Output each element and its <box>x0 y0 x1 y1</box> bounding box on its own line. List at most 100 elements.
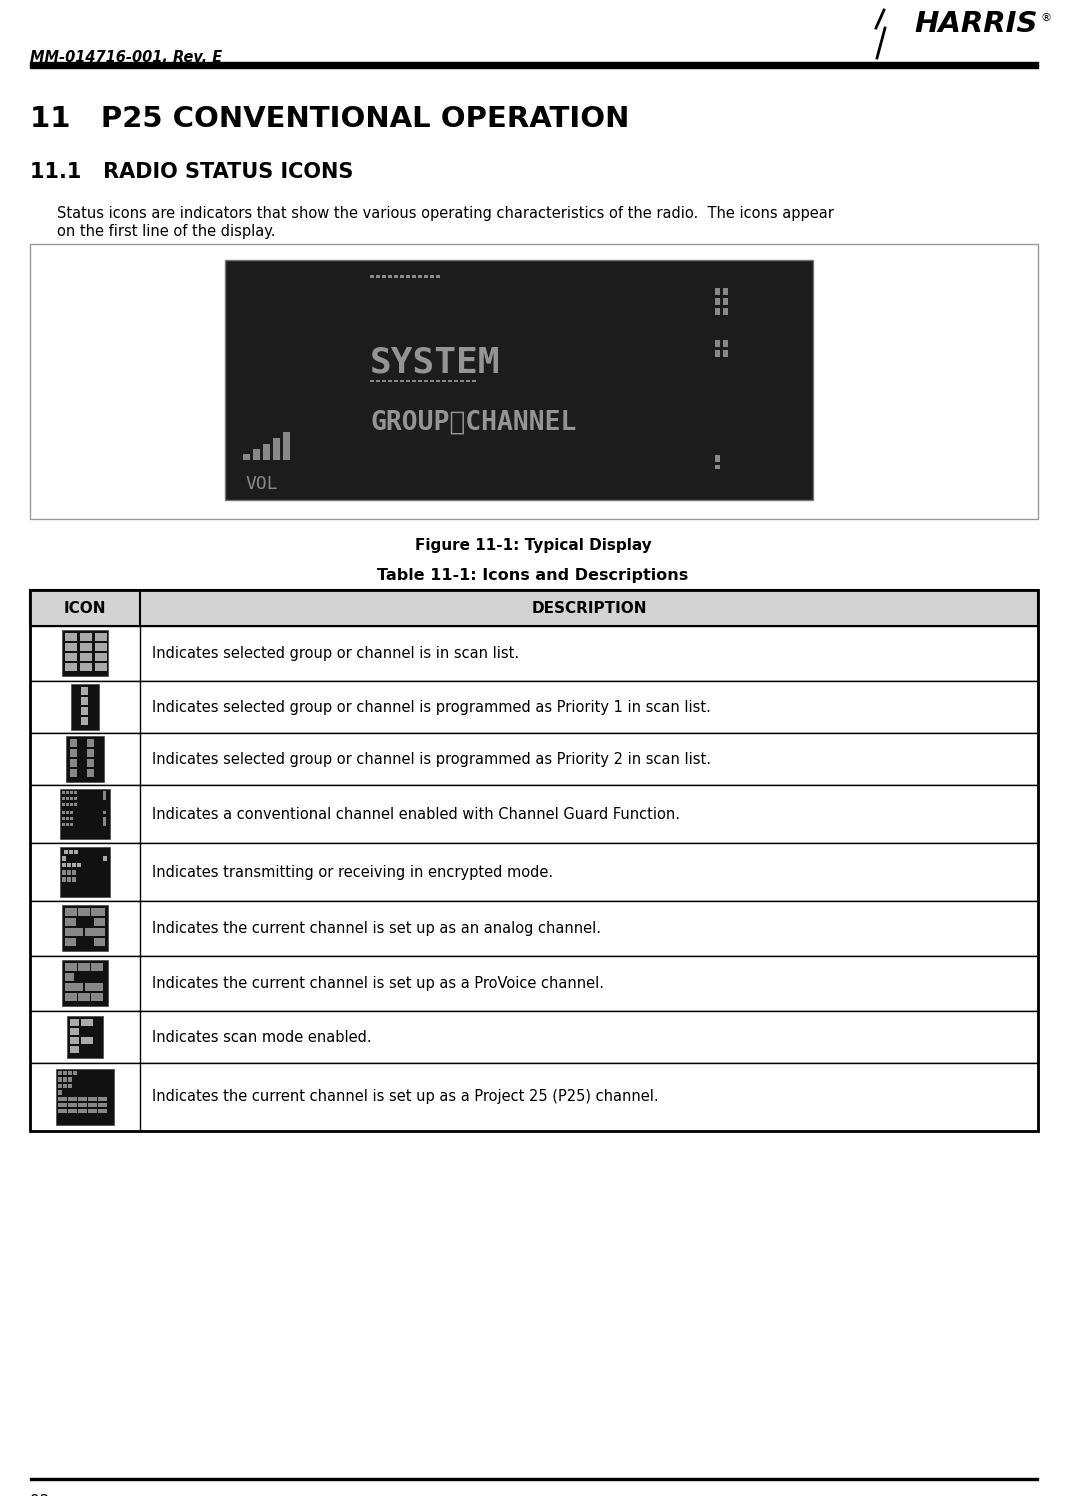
Bar <box>370 380 374 381</box>
Bar <box>98 1109 107 1113</box>
Bar <box>30 1064 1038 1131</box>
Bar <box>94 908 105 916</box>
Text: MM-014716-001, Rev. E: MM-014716-001, Rev. E <box>30 49 223 64</box>
Bar <box>62 960 108 1005</box>
Bar <box>406 380 410 381</box>
Bar <box>30 956 1038 1011</box>
Bar <box>81 1019 93 1026</box>
Bar <box>70 1046 79 1053</box>
Bar <box>95 652 106 661</box>
Bar <box>63 1071 67 1076</box>
Bar <box>472 380 476 381</box>
Bar <box>442 380 446 381</box>
Bar <box>66 811 69 814</box>
Bar <box>87 749 94 757</box>
Bar <box>58 1097 67 1101</box>
Bar <box>30 244 1038 519</box>
Bar <box>72 871 76 875</box>
Text: VOL: VOL <box>245 476 278 494</box>
Bar <box>370 275 374 278</box>
Bar <box>30 589 1038 1131</box>
Bar <box>30 681 1038 733</box>
Bar <box>94 928 105 936</box>
Bar <box>78 1103 87 1107</box>
Bar <box>68 1085 72 1088</box>
Bar <box>63 1077 67 1082</box>
Bar <box>65 633 77 640</box>
Bar <box>723 289 728 295</box>
Text: Indicates selected group or channel is in scan list.: Indicates selected group or channel is i… <box>152 646 519 661</box>
Bar <box>283 432 290 459</box>
Bar <box>58 1091 62 1095</box>
Bar <box>65 983 83 990</box>
Bar <box>62 863 66 868</box>
Bar <box>72 877 76 883</box>
Bar <box>400 380 404 381</box>
Bar <box>30 589 1038 625</box>
Bar <box>460 380 464 381</box>
Bar <box>382 275 386 278</box>
Bar <box>77 863 81 868</box>
Bar <box>98 1103 107 1107</box>
Text: SYSTEM: SYSTEM <box>370 346 501 378</box>
Text: Figure 11-1: Typical Display: Figure 11-1: Typical Display <box>414 539 652 554</box>
Bar <box>56 1070 114 1125</box>
Bar <box>70 1028 79 1035</box>
Bar <box>30 901 1038 956</box>
Bar <box>70 739 77 747</box>
Bar <box>30 733 1038 785</box>
Bar <box>225 260 813 500</box>
Bar <box>30 1011 1038 1064</box>
Bar <box>78 1097 87 1101</box>
Text: GROUP⁄CHANNEL: GROUP⁄CHANNEL <box>370 410 576 435</box>
Bar <box>424 380 428 381</box>
Bar <box>91 908 103 916</box>
Bar <box>91 963 103 971</box>
Bar <box>436 275 440 278</box>
Bar <box>78 963 91 971</box>
Bar <box>394 380 398 381</box>
Bar <box>80 643 92 651</box>
Bar <box>62 871 66 875</box>
Bar <box>65 963 73 971</box>
Bar <box>65 983 73 990</box>
Bar <box>68 1071 72 1076</box>
Bar <box>60 847 110 898</box>
Bar <box>60 788 110 839</box>
Bar <box>85 983 103 990</box>
Bar <box>91 993 103 1001</box>
Bar <box>88 1109 97 1113</box>
Bar <box>58 1103 67 1107</box>
Bar <box>81 708 88 715</box>
Bar <box>30 785 1038 844</box>
Text: Indicates the current channel is set up as an analog channel.: Indicates the current channel is set up … <box>152 922 601 936</box>
Bar <box>95 633 106 640</box>
Bar <box>72 863 76 868</box>
Bar <box>103 791 107 800</box>
Bar <box>58 1109 67 1113</box>
Bar <box>70 758 77 767</box>
Bar <box>715 308 720 316</box>
Bar <box>723 298 728 305</box>
Bar <box>715 298 720 305</box>
Bar <box>81 687 88 696</box>
Bar <box>417 380 422 381</box>
Bar <box>65 993 77 1001</box>
Text: Indicates selected group or channel is programmed as Priority 1 in scan list.: Indicates selected group or channel is p… <box>152 700 710 715</box>
Bar <box>253 449 260 459</box>
Bar <box>65 643 77 651</box>
Bar <box>243 453 250 459</box>
Bar <box>62 797 65 800</box>
Bar <box>412 380 416 381</box>
Text: Indicates the current channel is set up as a Project 25 (P25) channel.: Indicates the current channel is set up … <box>152 1089 658 1104</box>
Bar <box>62 803 65 806</box>
Text: ICON: ICON <box>64 600 106 615</box>
Bar <box>400 275 404 278</box>
Text: Indicates scan mode enabled.: Indicates scan mode enabled. <box>152 1029 372 1044</box>
Bar <box>263 444 271 459</box>
Bar <box>70 769 77 776</box>
Bar <box>454 380 458 381</box>
Bar <box>62 905 108 951</box>
Bar <box>78 993 91 1001</box>
Text: ®: ® <box>1041 13 1051 22</box>
